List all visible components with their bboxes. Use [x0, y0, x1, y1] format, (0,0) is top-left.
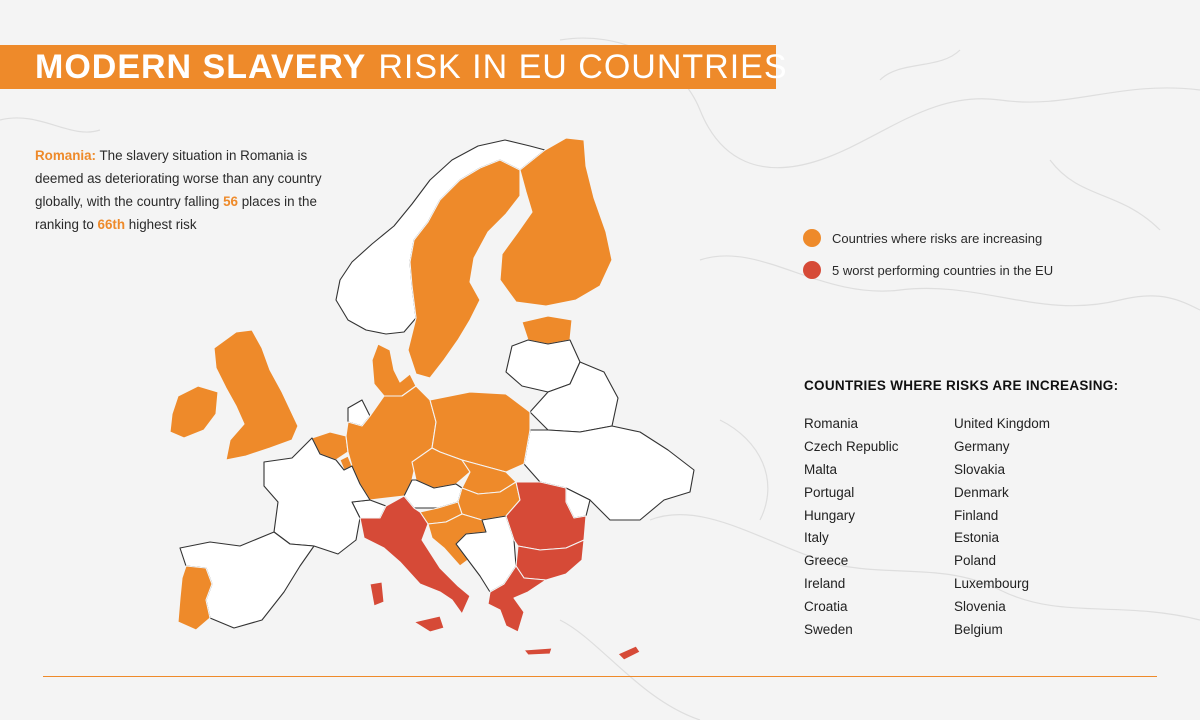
legend-item-worst: 5 worst performing countries in the EU	[803, 254, 1053, 286]
country-list-item: Slovakia	[954, 461, 1006, 477]
region-austria	[403, 479, 463, 509]
country-list-item: United Kingdom	[954, 416, 1051, 431]
bottom-divider	[43, 676, 1157, 677]
country-list-item: Croatia	[804, 599, 848, 615]
title-bold-text: MODERN SLAVERY	[35, 48, 367, 86]
country-list-title: COUNTRIES WHERE RISKS ARE INCREASING:	[804, 378, 1119, 393]
note-text-1: The slavery situation in Romania is deem…	[35, 148, 322, 209]
country-list-item: Ireland	[804, 576, 846, 592]
note-country: Romania:	[35, 148, 97, 163]
region-greece	[487, 565, 547, 633]
country-list-item: Belgium	[954, 622, 1003, 638]
country-list-item: Greece	[804, 553, 849, 569]
country-list-column-1: Romania Czech Republic Malta Portugal Hu…	[804, 413, 899, 642]
country-list-item: Hungary	[804, 507, 856, 523]
region-denmark	[371, 343, 417, 397]
country-list-item: Portugal	[804, 484, 855, 500]
note-text-3: highest risk	[125, 217, 197, 232]
romania-note: Romania: The slavery situation in Romani…	[35, 144, 345, 236]
country-list-column-2: United Kingdom Germany Slovakia Denmark …	[954, 413, 1050, 642]
country-list-item: Sweden	[804, 622, 853, 638]
legend-item-increasing: Countries where risks are increasing	[803, 222, 1053, 254]
country-list-item: Romania	[804, 416, 859, 431]
country-list-item: Slovenia	[954, 599, 1006, 615]
legend-label-worst: 5 worst performing countries in the EU	[832, 262, 1054, 278]
legend: Countries where risks are increasing 5 w…	[803, 222, 1053, 286]
region-cyprus	[617, 645, 641, 661]
country-list-item: Estonia	[954, 530, 1000, 546]
country-list-item: Finland	[954, 507, 999, 523]
country-list-item: Germany	[954, 438, 1010, 454]
region-ireland	[169, 385, 219, 439]
region-united-kingdom	[213, 329, 299, 461]
region-finland	[499, 137, 613, 307]
note-text-2: places in the ranking to	[35, 194, 317, 232]
country-list-item: Poland	[954, 553, 997, 569]
country-list-item: Malta	[804, 461, 838, 477]
legend-dot-worst	[803, 261, 821, 279]
title-banner: MODERN SLAVERY RISK IN EU COUNTRIES	[0, 45, 787, 89]
country-list-item: Luxembourg	[954, 576, 1030, 592]
legend-dot-increasing	[803, 229, 821, 247]
region-sardinia	[369, 581, 385, 607]
region-belarus	[529, 361, 619, 433]
country-list-item: Denmark	[954, 484, 1009, 500]
note-rank: 66th	[97, 217, 126, 232]
legend-label-increasing: Countries where risks are increasing	[832, 230, 1043, 246]
country-list-item: Czech Republic	[804, 438, 899, 454]
title-light-text: RISK IN EU COUNTRIES	[378, 48, 788, 86]
note-places: 56	[223, 194, 238, 209]
region-portugal	[177, 565, 213, 631]
region-crete	[523, 647, 553, 656]
country-list-item: Italy	[804, 530, 829, 546]
region-sicily	[413, 615, 445, 633]
region-italy	[359, 495, 471, 615]
region-sweden	[407, 159, 521, 379]
